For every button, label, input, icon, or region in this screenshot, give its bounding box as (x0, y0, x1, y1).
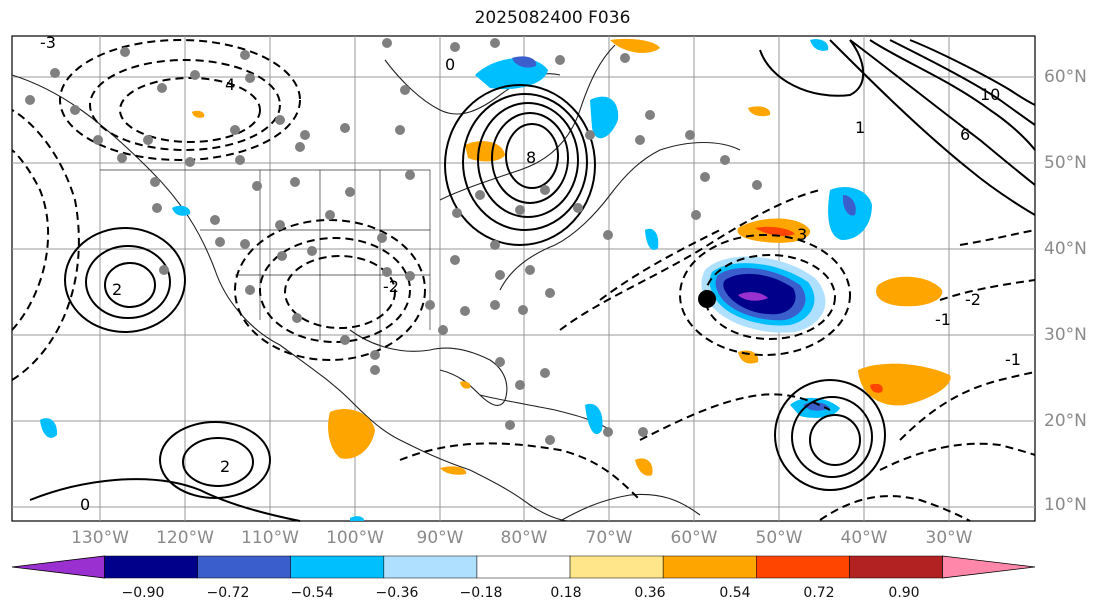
lat-label: 40°N (1044, 239, 1087, 259)
lat-label: 30°N (1044, 325, 1087, 345)
lon-label: 60°W (670, 528, 718, 548)
lon-label: 110°W (241, 528, 299, 548)
colorbar-tick-label: −0.36 (375, 585, 419, 601)
colorbar-segment (104, 555, 198, 579)
colorbar-segment (569, 555, 664, 579)
lon-label: 100°W (326, 528, 384, 548)
colorbar-tick-label: −0.90 (121, 585, 165, 601)
colorbar-tick-label: −0.54 (290, 585, 334, 601)
contour-label: 8 (526, 148, 536, 167)
lat-label: 60°N (1044, 67, 1087, 87)
colorbar-segment (849, 555, 943, 579)
contour-label: 2 (112, 280, 122, 299)
map-title: 2025082400 F036 (474, 8, 631, 28)
lon-label: 80°W (500, 528, 548, 548)
contour-label: 2 (220, 457, 230, 476)
contour-label: 4 (225, 75, 235, 94)
solid-contours (29, 39, 1036, 522)
lon-label: 50°W (755, 528, 803, 548)
station-dots (25, 38, 762, 445)
colorbar-tick-label: −0.72 (206, 585, 250, 601)
lon-label: 90°W (416, 528, 464, 548)
colorbar-tick-label: −0.18 (459, 585, 503, 601)
lon-label: 120°W (156, 528, 214, 548)
colorbar-tick-label: 0.18 (550, 585, 582, 601)
contour-label: 0 (80, 495, 90, 514)
colorbar-segment (383, 555, 478, 579)
lat-label: 50°N (1044, 153, 1087, 173)
contour-label: 6 (960, 125, 970, 144)
political-borders (100, 169, 431, 350)
colorbar-segment (11, 555, 105, 579)
colorbar-segment (942, 555, 1036, 579)
positive-anomalies (192, 38, 951, 476)
colorbar-segment (662, 555, 757, 579)
colorbar-tick-label: 0.90 (888, 585, 920, 601)
contour-label: -2 (383, 277, 399, 296)
contour-label: -3 (40, 33, 56, 52)
colorbar-tick-label: 0.54 (719, 585, 751, 601)
colorbar (11, 555, 1036, 579)
colorbar-tick-label: 0.36 (634, 585, 666, 601)
colorbar-segment (756, 555, 850, 579)
colorbar-segment (290, 555, 385, 579)
colorbar-segment (476, 555, 571, 579)
lon-label: 30°W (925, 528, 973, 548)
lon-label: 40°W (840, 528, 888, 548)
contour-label-group: 0 2 -2 -1 1 3 4 8 10 6 -3 0 -2 2 -1 (40, 33, 1021, 514)
dashed-contours (11, 39, 1036, 522)
contour-label: 10 (980, 85, 1000, 104)
lon-label: 70°W (585, 528, 633, 548)
negative-anomalies (40, 39, 872, 521)
lon-label: 130°W (71, 528, 129, 548)
colorbar-tick-label: 0.72 (803, 585, 835, 601)
colorbar-segment (197, 555, 291, 579)
contour-label: -1 (1005, 350, 1021, 369)
contour-label: 3 (797, 225, 807, 244)
contour-label: -2 (965, 290, 981, 309)
lat-label: 10°N (1044, 495, 1087, 515)
storm-center-marker (698, 290, 716, 308)
contour-label: 0 (445, 55, 455, 74)
contour-label: 1 (855, 118, 865, 137)
lat-label: 20°N (1044, 411, 1087, 431)
contour-label: -1 (935, 310, 951, 329)
